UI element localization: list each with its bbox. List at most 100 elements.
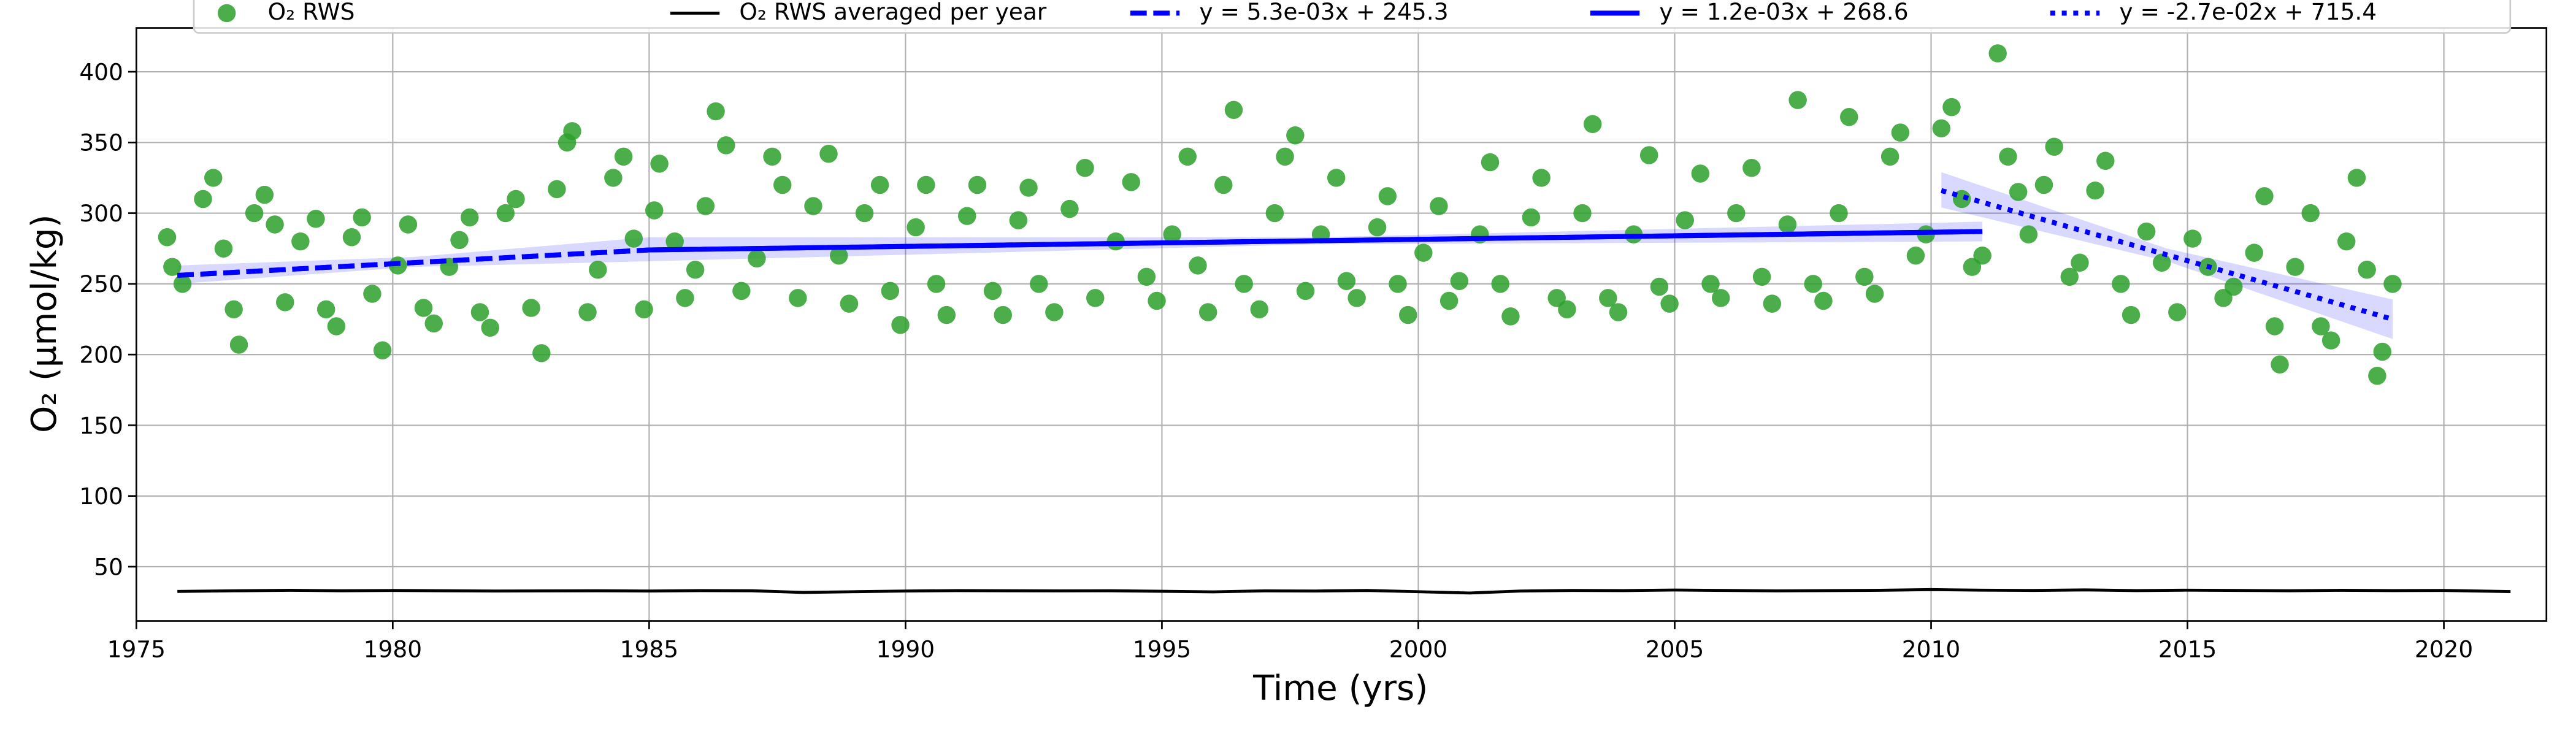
- data-point: [548, 180, 566, 199]
- data-point: [717, 136, 735, 155]
- data-point: [1676, 211, 1694, 229]
- data-point: [1045, 303, 1064, 321]
- data-point: [1491, 275, 1509, 293]
- x-tick-label: 2020: [2415, 635, 2473, 662]
- x-tick-label: 2015: [2158, 635, 2217, 662]
- y-tick-label: 400: [79, 58, 123, 85]
- data-point: [1522, 208, 1541, 227]
- data-point: [1558, 300, 1576, 319]
- y-tick-label: 100: [79, 483, 123, 510]
- data-point: [1532, 169, 1551, 187]
- data-point: [1148, 291, 1166, 310]
- data-point: [173, 275, 192, 293]
- x-tick-label: 2005: [1646, 635, 1704, 662]
- data-point: [748, 249, 766, 268]
- data-point: [1337, 272, 1356, 290]
- data-point: [2271, 355, 2289, 374]
- data-point: [2245, 243, 2263, 262]
- data-point: [1481, 153, 1500, 172]
- data-point: [1973, 247, 1991, 265]
- y-tick-label: 350: [79, 129, 123, 156]
- legend-label: O₂ RWS: [268, 0, 355, 25]
- data-point: [1691, 164, 1710, 183]
- y-tick-label: 50: [94, 553, 123, 580]
- data-point: [1727, 204, 1746, 223]
- x-tick-label: 1985: [620, 635, 678, 662]
- data-point: [958, 207, 976, 225]
- y-tick-label: 150: [79, 412, 123, 439]
- data-point: [2265, 317, 2284, 335]
- data-point: [1009, 211, 1028, 229]
- data-point: [2301, 204, 2320, 223]
- data-point: [1942, 98, 1961, 117]
- data-point: [363, 285, 381, 303]
- data-point: [214, 239, 233, 258]
- data-point: [2137, 222, 2156, 241]
- x-tick-label: 2010: [1902, 635, 1960, 662]
- data-point: [2086, 181, 2104, 200]
- legend-marker: [217, 4, 236, 23]
- fit-line: [649, 229, 1983, 253]
- data-point: [1830, 204, 1848, 223]
- data-point: [1250, 300, 1269, 319]
- data-point: [1235, 275, 1253, 293]
- x-tick-label: 2000: [1389, 635, 1447, 662]
- data-point: [1660, 294, 1679, 313]
- data-point: [1414, 243, 1433, 262]
- data-point: [1742, 159, 1761, 177]
- data-point: [2347, 169, 2366, 187]
- data-point: [1906, 247, 1925, 265]
- data-point: [563, 122, 581, 140]
- legend: O₂ RWS O₂ RWS averaged per year y = 5.3e-0…: [193, 0, 2512, 34]
- data-point: [686, 261, 705, 279]
- data-point: [1189, 256, 1207, 275]
- data-point: [1378, 187, 1397, 205]
- grid: [136, 28, 2547, 621]
- fit-line: [177, 247, 650, 278]
- data-point: [1198, 303, 1217, 321]
- data-point: [983, 282, 1002, 301]
- data-point: [1599, 289, 1617, 307]
- data-point: [1650, 277, 1669, 296]
- data-point: [829, 247, 848, 265]
- data-point: [229, 335, 248, 354]
- data-point: [2019, 225, 2038, 243]
- data-point: [1752, 267, 1771, 286]
- data-point: [1389, 275, 1407, 293]
- data-point: [1855, 267, 1874, 286]
- data-point: [2321, 331, 2340, 350]
- average-line: [177, 588, 2511, 595]
- data-point: [1076, 159, 1094, 177]
- legend-frame: [193, 0, 2512, 34]
- data-point: [891, 315, 910, 334]
- x-tick-label: 1990: [876, 635, 935, 662]
- data-point: [2122, 305, 2141, 324]
- data-point: [204, 169, 223, 187]
- data-point: [1060, 199, 1079, 218]
- data-point: [224, 300, 243, 319]
- data-point: [1163, 225, 1181, 243]
- data-point: [1880, 147, 1899, 166]
- data-point: [1327, 169, 1346, 187]
- data-point: [937, 305, 956, 324]
- data-point: [1276, 147, 1294, 166]
- axes: 1975 1980 1985 1990 1995 2000 2005 2010 2015 2020…: [79, 58, 2473, 662]
- data-point: [2225, 277, 2243, 296]
- data-point: [1286, 126, 1305, 145]
- y-axis-title: O₂ (µmol/kg): [25, 214, 64, 432]
- data-point: [1891, 123, 1910, 142]
- data-point: [819, 145, 838, 163]
- data-point: [399, 215, 418, 234]
- data-point: [732, 282, 751, 301]
- data-point: [2034, 175, 2053, 194]
- data-point: [450, 231, 469, 250]
- data-point: [522, 299, 540, 317]
- data-point: [1178, 147, 1197, 166]
- data-point: [927, 275, 946, 293]
- data-point: [1399, 305, 1417, 324]
- x-tick-label: 1975: [107, 635, 166, 662]
- data-point: [507, 190, 525, 209]
- data-point: [2358, 261, 2376, 279]
